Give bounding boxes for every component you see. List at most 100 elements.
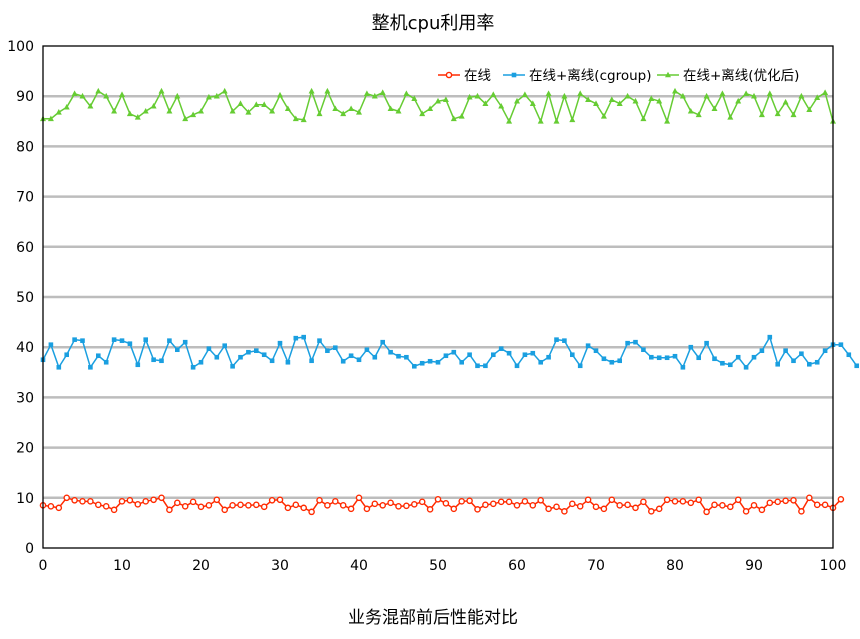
data-point — [55, 504, 63, 512]
data-point — [347, 505, 355, 513]
data-point — [435, 97, 441, 104]
data-point — [363, 90, 370, 96]
data-point — [806, 106, 813, 113]
data-point — [703, 92, 710, 99]
data-point — [576, 503, 584, 510]
plot-frame — [42, 45, 834, 549]
data-point — [585, 343, 591, 348]
data-point — [118, 498, 126, 505]
data-point — [608, 96, 615, 103]
data-point — [127, 341, 133, 346]
data-point — [561, 508, 568, 515]
data-point — [434, 496, 442, 503]
data-point — [285, 359, 291, 365]
data-point — [309, 358, 314, 364]
y-tick-label: 60 — [16, 240, 34, 256]
data-point — [553, 118, 560, 124]
data-point — [333, 345, 338, 351]
data-point — [80, 338, 85, 343]
x-tick-label: 20 — [192, 558, 210, 574]
y-axis-ticks: 0 10 20 30 40 50 60 70 80 90 100 — [7, 39, 34, 557]
data-point — [450, 115, 457, 122]
data-point — [426, 506, 434, 513]
data-point — [182, 115, 189, 122]
data-point — [252, 501, 260, 509]
data-point — [498, 102, 505, 109]
data-point — [325, 348, 330, 354]
data-point — [529, 502, 537, 509]
data-point — [719, 502, 726, 509]
data-point — [514, 97, 520, 104]
data-point — [814, 359, 820, 365]
data-point — [205, 93, 212, 100]
data-point — [95, 87, 102, 94]
data-point — [655, 505, 663, 513]
data-point — [505, 498, 513, 506]
data-point — [656, 97, 663, 104]
data-point — [633, 339, 638, 345]
y-tick-label: 90 — [16, 89, 34, 105]
data-point — [822, 89, 829, 95]
data-point — [167, 338, 172, 343]
data-point — [466, 497, 473, 505]
data-point — [158, 87, 165, 94]
data-point — [371, 500, 379, 508]
gridlines — [43, 94, 833, 500]
y-tick-label: 30 — [16, 390, 34, 406]
data-point — [600, 505, 608, 513]
y-tick-label: 0 — [25, 541, 34, 557]
data-point — [427, 105, 434, 112]
data-point — [292, 115, 299, 122]
y-tick-label: 10 — [16, 491, 34, 507]
data-point — [276, 496, 284, 504]
data-point — [435, 359, 441, 365]
data-point — [703, 508, 710, 516]
data-point — [837, 496, 845, 503]
data-point — [71, 90, 78, 96]
data-point — [418, 498, 426, 506]
data-point — [640, 115, 647, 122]
data-point — [624, 501, 631, 509]
data-point — [134, 501, 142, 508]
data-point — [324, 502, 331, 509]
data-point — [451, 349, 457, 355]
data-point — [443, 353, 449, 359]
data-point — [308, 87, 315, 94]
data-point — [293, 335, 299, 341]
data-point — [561, 92, 568, 99]
data-point — [608, 496, 616, 504]
data-point — [521, 91, 528, 97]
data-point — [395, 107, 402, 114]
data-point — [110, 506, 118, 514]
data-point — [521, 498, 529, 505]
data-point — [570, 352, 575, 358]
data-point — [222, 343, 227, 348]
data-point — [751, 354, 757, 360]
data-point — [625, 340, 630, 346]
data-point — [791, 358, 796, 364]
data-point — [790, 111, 797, 118]
data-point — [442, 500, 450, 507]
data-point — [601, 356, 607, 362]
data-point — [553, 503, 560, 511]
data-point — [332, 105, 339, 112]
data-point — [537, 118, 544, 124]
data-point — [277, 340, 283, 346]
data-point — [205, 502, 213, 509]
data-point — [711, 501, 718, 509]
series-2 — [40, 334, 859, 370]
x-tick-label: 40 — [350, 558, 368, 574]
data-point — [490, 91, 497, 97]
data-point — [363, 505, 371, 513]
data-point — [427, 358, 433, 364]
data-point — [466, 93, 473, 100]
data-point — [324, 87, 331, 94]
data-point — [47, 503, 55, 510]
data-point — [158, 494, 165, 502]
chart-title: 整机cpu利用率 — [372, 13, 495, 34]
x-tick-label: 30 — [271, 558, 289, 574]
data-point — [688, 344, 694, 350]
data-point — [735, 97, 742, 104]
